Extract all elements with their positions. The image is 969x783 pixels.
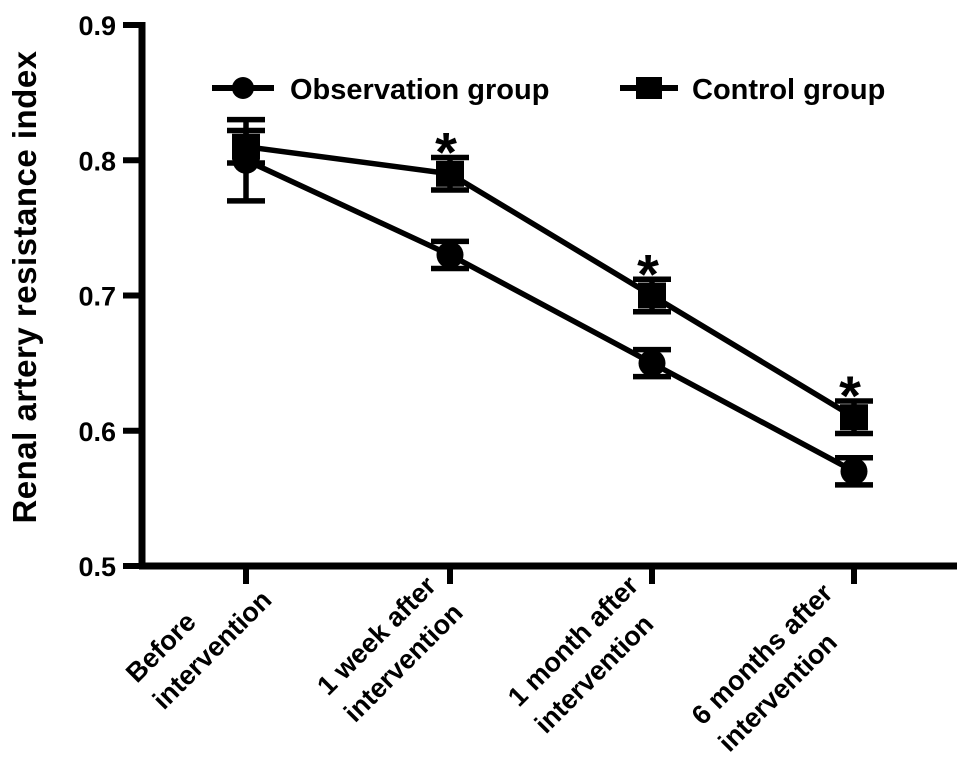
- legend-square-marker: [636, 77, 662, 99]
- annotations: * * *: [435, 121, 861, 427]
- series-line: [244, 157, 856, 474]
- significance-asterisk: *: [435, 121, 457, 184]
- legend-item: Control group: [620, 74, 885, 106]
- data-point-square: [232, 133, 260, 160]
- legend: Observation group Control group: [212, 74, 885, 106]
- x-tick-label: 1 month afterintervention: [502, 570, 671, 739]
- y-tick-label: 0.7: [78, 282, 116, 312]
- x-tick-label: 6 months afterintervention: [686, 578, 866, 758]
- data-point-square: [638, 282, 666, 309]
- legend-circle-marker: [232, 77, 254, 99]
- significance-asterisk: *: [839, 364, 861, 427]
- x-tick-label: 1 week afterintervention: [311, 570, 469, 728]
- series-line: [245, 143, 856, 420]
- axes: 0.5 0.6 0.7 0.8 0.9 Beforeintervention 1 week …: [78, 11, 957, 758]
- significance-asterisk: *: [637, 242, 659, 305]
- legend-item: Observation group: [212, 74, 549, 106]
- legend-label: Control group: [692, 74, 885, 106]
- data-point-circle: [638, 349, 666, 377]
- y-tick-label: 0.5: [78, 552, 116, 582]
- data-point-circle: [840, 457, 868, 485]
- data-point-square: [840, 404, 868, 431]
- data-point-circle: [436, 241, 464, 269]
- data-point-square: [436, 160, 464, 187]
- y-axis-title: Renal artery resistance index: [6, 50, 43, 523]
- x-tick-label: Beforeintervention: [120, 558, 277, 715]
- y-tick-label: 0.9: [78, 11, 116, 41]
- y-tick-label: 0.8: [78, 146, 116, 176]
- y-tick-label: 0.6: [78, 417, 116, 447]
- plot-area: [227, 116, 873, 488]
- legend-label: Observation group: [290, 74, 549, 106]
